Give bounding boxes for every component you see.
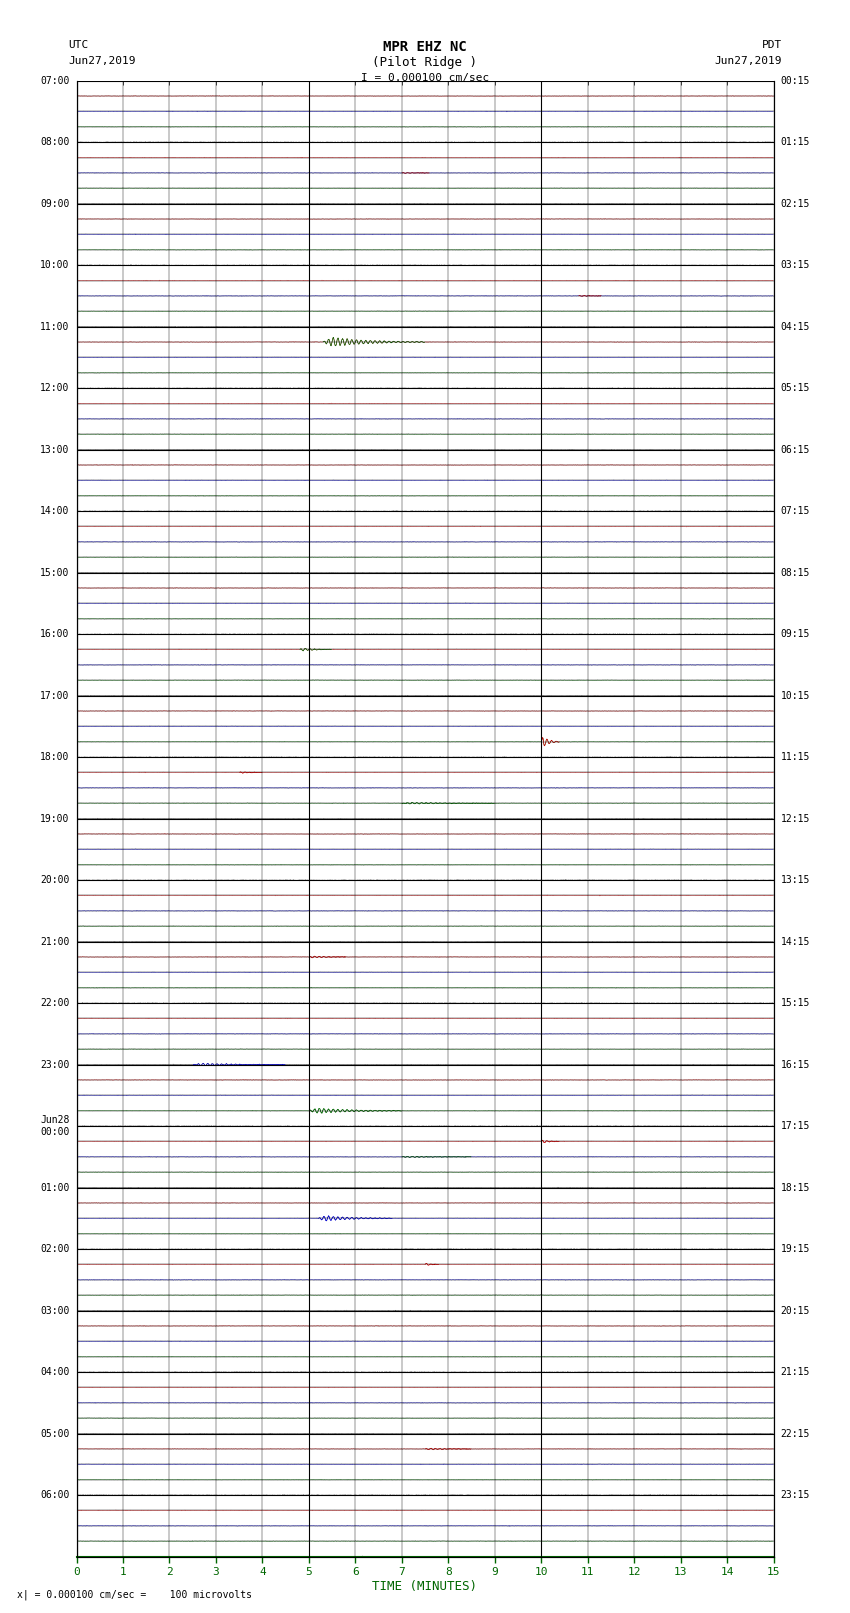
Text: 00:15: 00:15 xyxy=(780,76,810,85)
Text: UTC: UTC xyxy=(68,40,88,50)
Text: 13:00: 13:00 xyxy=(40,445,70,455)
Text: Jun28
00:00: Jun28 00:00 xyxy=(40,1115,70,1137)
Text: 04:15: 04:15 xyxy=(780,321,810,332)
Text: 05:15: 05:15 xyxy=(780,384,810,394)
Text: 14:15: 14:15 xyxy=(780,937,810,947)
X-axis label: TIME (MINUTES): TIME (MINUTES) xyxy=(372,1579,478,1592)
Text: 07:15: 07:15 xyxy=(780,506,810,516)
Text: 11:00: 11:00 xyxy=(40,321,70,332)
Text: 20:00: 20:00 xyxy=(40,876,70,886)
Text: 18:00: 18:00 xyxy=(40,752,70,761)
Text: 17:00: 17:00 xyxy=(40,690,70,700)
Text: 19:15: 19:15 xyxy=(780,1244,810,1253)
Text: 22:00: 22:00 xyxy=(40,998,70,1008)
Text: 02:00: 02:00 xyxy=(40,1244,70,1253)
Text: 11:15: 11:15 xyxy=(780,752,810,761)
Text: x| = 0.000100 cm/sec =    100 microvolts: x| = 0.000100 cm/sec = 100 microvolts xyxy=(17,1589,252,1600)
Text: 04:00: 04:00 xyxy=(40,1368,70,1378)
Text: MPR EHZ NC: MPR EHZ NC xyxy=(383,40,467,55)
Text: 01:15: 01:15 xyxy=(780,137,810,147)
Text: Jun27,2019: Jun27,2019 xyxy=(68,56,135,66)
Text: 01:00: 01:00 xyxy=(40,1182,70,1192)
Text: Jun27,2019: Jun27,2019 xyxy=(715,56,782,66)
Text: 10:00: 10:00 xyxy=(40,260,70,269)
Text: 23:00: 23:00 xyxy=(40,1060,70,1069)
Text: 15:00: 15:00 xyxy=(40,568,70,577)
Text: 09:00: 09:00 xyxy=(40,198,70,208)
Text: 14:00: 14:00 xyxy=(40,506,70,516)
Text: 23:15: 23:15 xyxy=(780,1490,810,1500)
Text: (Pilot Ridge ): (Pilot Ridge ) xyxy=(372,56,478,69)
Text: 09:15: 09:15 xyxy=(780,629,810,639)
Text: 21:15: 21:15 xyxy=(780,1368,810,1378)
Text: 17:15: 17:15 xyxy=(780,1121,810,1131)
Text: 12:00: 12:00 xyxy=(40,384,70,394)
Text: 12:15: 12:15 xyxy=(780,813,810,824)
Text: 20:15: 20:15 xyxy=(780,1305,810,1316)
Text: 03:15: 03:15 xyxy=(780,260,810,269)
Text: 06:15: 06:15 xyxy=(780,445,810,455)
Text: 15:15: 15:15 xyxy=(780,998,810,1008)
Text: 07:00: 07:00 xyxy=(40,76,70,85)
Text: 13:15: 13:15 xyxy=(780,876,810,886)
Text: I = 0.000100 cm/sec: I = 0.000100 cm/sec xyxy=(361,73,489,82)
Text: 08:15: 08:15 xyxy=(780,568,810,577)
Text: PDT: PDT xyxy=(762,40,782,50)
Text: 19:00: 19:00 xyxy=(40,813,70,824)
Text: 03:00: 03:00 xyxy=(40,1305,70,1316)
Text: 02:15: 02:15 xyxy=(780,198,810,208)
Text: 16:00: 16:00 xyxy=(40,629,70,639)
Text: 10:15: 10:15 xyxy=(780,690,810,700)
Text: 18:15: 18:15 xyxy=(780,1182,810,1192)
Text: 05:00: 05:00 xyxy=(40,1429,70,1439)
Text: 08:00: 08:00 xyxy=(40,137,70,147)
Text: 22:15: 22:15 xyxy=(780,1429,810,1439)
Text: 21:00: 21:00 xyxy=(40,937,70,947)
Text: 06:00: 06:00 xyxy=(40,1490,70,1500)
Text: 16:15: 16:15 xyxy=(780,1060,810,1069)
